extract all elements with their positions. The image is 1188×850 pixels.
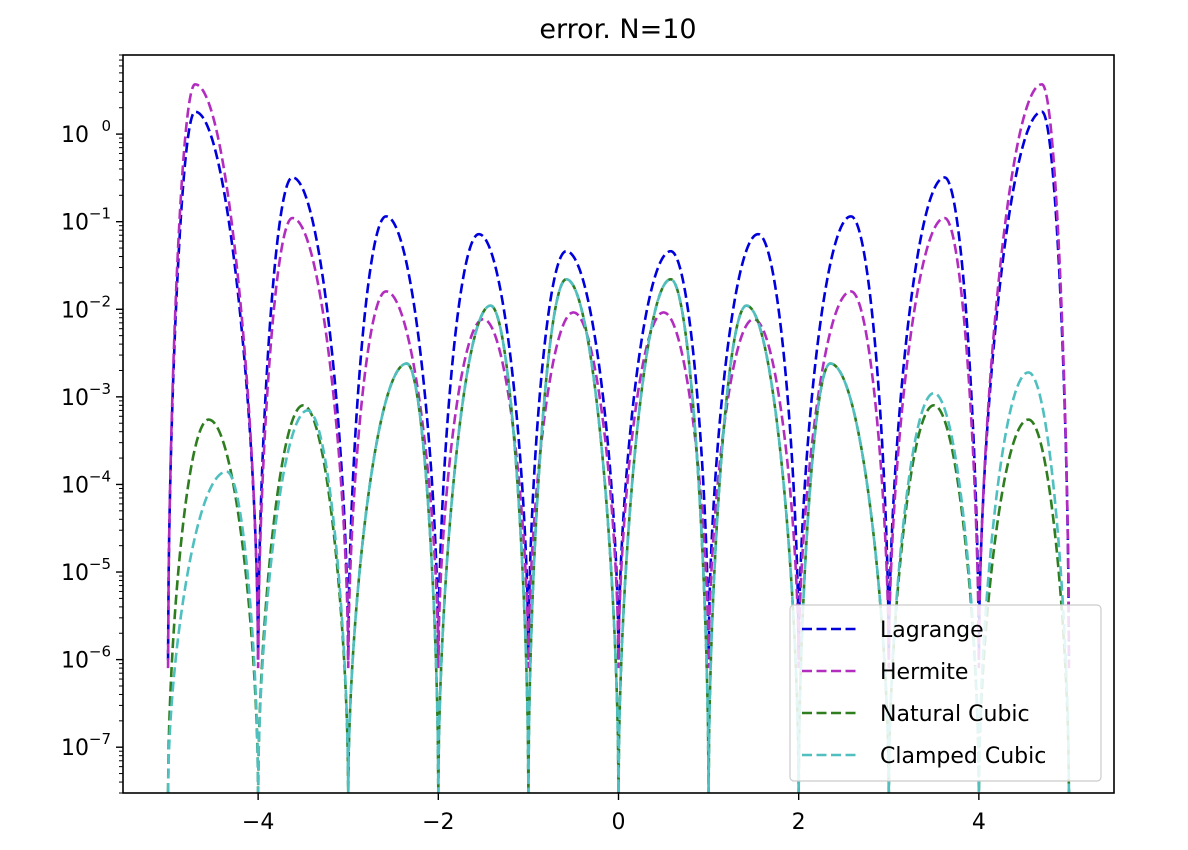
series-line-natural-cubic <box>166 277 1071 793</box>
y-tick-exponent: −6 <box>89 643 111 661</box>
x-tick-label: −4 <box>242 810 274 835</box>
series-line-lagrange <box>166 110 1071 660</box>
y-tick-exponent: −3 <box>89 380 111 398</box>
y-tick-label: 10 <box>61 123 89 148</box>
x-tick-label: 4 <box>972 810 986 835</box>
y-tick-label: 10 <box>61 298 89 323</box>
legend-label: Clamped Cubic <box>880 744 1046 769</box>
y-tick-exponent: −4 <box>89 467 111 485</box>
legend-label: Lagrange <box>880 618 984 643</box>
y-tick-label: 10 <box>61 386 89 411</box>
legend-box <box>789 604 1102 782</box>
y-tick-exponent: −7 <box>89 730 111 748</box>
x-tick-label: 2 <box>792 810 806 835</box>
legend: Lagrange Hermite Natural Cubic Clamped Cubi… <box>789 604 1102 782</box>
y-tick-label: 10 <box>61 473 89 498</box>
legend-label: Natural Cubic <box>880 702 1030 727</box>
y-tick-exponent: −5 <box>89 555 111 573</box>
y-tick-exponent: 0 <box>101 117 111 135</box>
y-tick-exponent: −1 <box>89 205 111 223</box>
x-tick-label: 0 <box>612 810 626 835</box>
series-line-hermite <box>166 83 1071 669</box>
y-tick-label: 10 <box>61 649 89 674</box>
x-axis: −4 −2 0 2 4 <box>242 793 986 835</box>
plot-area <box>166 83 1071 793</box>
y-tick-label: 10 <box>61 561 89 586</box>
x-tick-label: −2 <box>422 810 454 835</box>
legend-label: Hermite <box>880 660 968 685</box>
chart-title: error. N=10 <box>539 14 696 45</box>
y-tick-label: 10 <box>61 211 89 236</box>
series-line-clamped-cubic <box>166 277 1071 793</box>
y-tick-exponent: −2 <box>89 292 111 310</box>
y-tick-label: 10 <box>61 736 89 761</box>
